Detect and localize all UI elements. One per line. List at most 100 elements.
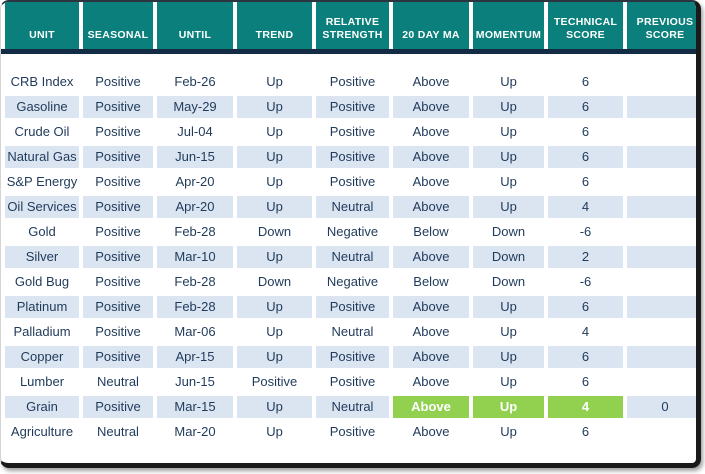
table-cell: Negative (316, 271, 389, 293)
table-cell: Jun-15 (157, 371, 233, 393)
table-cell: -6 (548, 271, 623, 293)
table-cell: Positive (316, 121, 389, 143)
table-cell: Above (393, 146, 469, 168)
table-cell: Feb-28 (157, 296, 233, 318)
table-cell: S&P Energy (5, 171, 79, 193)
table-cell: Positive (83, 146, 153, 168)
table-cell: Mar-06 (157, 321, 233, 343)
table-cell: Below (393, 221, 469, 243)
table-cell (627, 296, 696, 318)
table-cell: Positive (316, 146, 389, 168)
table-cell: Above (393, 171, 469, 193)
table-row: Lumber Neutral Jun-15 Positive Positive Above… (5, 371, 696, 393)
table-row: S&P Energy Positive Apr-20 Up Positive Above U… (5, 171, 696, 193)
table-cell: 2 (548, 246, 623, 268)
table-row: Agriculture Neutral Mar-20 Up Positive Above U… (5, 421, 696, 443)
table-cell: Down (237, 271, 312, 293)
table-row: Grain Positive Mar-15 Up Neutral Above Up 4 0 (5, 396, 696, 418)
table-cell (627, 71, 696, 93)
table-cell: Positive (83, 221, 153, 243)
table-cell: Positive (316, 296, 389, 318)
table-cell: Up (237, 196, 312, 218)
table-cell: 6 (548, 71, 623, 93)
table-cell: Below (393, 271, 469, 293)
column-header-previous-score: PREVIOUS SCORE (627, 2, 696, 49)
table-cell (627, 246, 696, 268)
table-cell: 4 (548, 396, 623, 418)
table-row: Gold Positive Feb-28 Down Negative Below Down -… (5, 221, 696, 243)
table-cell: Up (473, 346, 544, 368)
table-cell: Above (393, 71, 469, 93)
table-cell: Neutral (316, 196, 389, 218)
table-cell: Above (393, 346, 469, 368)
blank-spacer-row (5, 54, 694, 71)
table-cell: Positive (316, 421, 389, 443)
table-cell: Above (393, 196, 469, 218)
table-cell: Positive (316, 96, 389, 118)
table-cell: Above (393, 246, 469, 268)
table-cell: Above (393, 421, 469, 443)
table-body: CRB Index Positive Feb-26 Up Positive Above Up… (5, 71, 696, 443)
table-cell: 4 (548, 196, 623, 218)
table-row: Natural Gas Positive Jun-15 Up Positive Above… (5, 146, 696, 168)
column-header-20-day-ma: 20 DAY MA (393, 2, 469, 49)
table-cell: Oil Services (5, 196, 79, 218)
header-divider (1, 49, 696, 54)
table-cell: Positive (83, 71, 153, 93)
table-cell: Positive (83, 271, 153, 293)
table-cell: Up (237, 121, 312, 143)
table-cell: Up (473, 121, 544, 143)
table-cell: Up (237, 396, 312, 418)
table-cell: Up (473, 421, 544, 443)
table-cell: Neutral (316, 246, 389, 268)
table-cell: Negative (316, 221, 389, 243)
table-cell: Positive (83, 171, 153, 193)
table-cell: Above (393, 121, 469, 143)
table-cell (627, 121, 696, 143)
table-row: Copper Positive Apr-15 Up Positive Above Up 6 (5, 346, 696, 368)
table-cell: Above (393, 96, 469, 118)
table-cell (627, 321, 696, 343)
table-cell (627, 196, 696, 218)
table-cell: Up (237, 71, 312, 93)
column-header-seasonal: SEASONAL (83, 2, 153, 49)
table-cell: Positive (237, 371, 312, 393)
table-cell: 6 (548, 146, 623, 168)
table-cell (627, 371, 696, 393)
table-cell: Up (473, 71, 544, 93)
table-row: Silver Positive Mar-10 Up Neutral Above Down 2 (5, 246, 696, 268)
table-cell: Up (473, 171, 544, 193)
table-row: Palladium Positive Mar-06 Up Neutral Above Up 4 (5, 321, 696, 343)
table-cell: Grain (5, 396, 79, 418)
table-cell: Jul-04 (157, 121, 233, 143)
table-cell: Feb-28 (157, 221, 233, 243)
table-cell: Up (473, 321, 544, 343)
table-cell: Up (237, 421, 312, 443)
table-cell: Positive (316, 346, 389, 368)
table-cell: Agriculture (5, 421, 79, 443)
table-row: Gold Bug Positive Feb-28 Down Negative Below D… (5, 271, 696, 293)
column-header-trend: TREND (237, 2, 312, 49)
table-cell: Apr-20 (157, 196, 233, 218)
table-cell: Up (473, 96, 544, 118)
table-cell: Up (473, 396, 544, 418)
table-cell: Up (473, 296, 544, 318)
table-cell: Up (237, 96, 312, 118)
table-cell: Up (473, 196, 544, 218)
table-cell: Up (237, 296, 312, 318)
table-cell: Up (473, 146, 544, 168)
table-cell: Down (237, 221, 312, 243)
table-cell: Gold Bug (5, 271, 79, 293)
table-cell: 6 (548, 296, 623, 318)
table-cell: 6 (548, 346, 623, 368)
table-cell: Natural Gas (5, 146, 79, 168)
table-cell: Above (393, 296, 469, 318)
table-cell: Crude Oil (5, 121, 79, 143)
table-cell: Positive (83, 321, 153, 343)
table-cell (627, 96, 696, 118)
column-header-until: UNTIL (157, 2, 233, 49)
table-cell: Gold (5, 221, 79, 243)
table-header-row: UNIT SEASONAL UNTIL TREND RELATIVE STREN… (5, 2, 696, 49)
table-cell (627, 171, 696, 193)
